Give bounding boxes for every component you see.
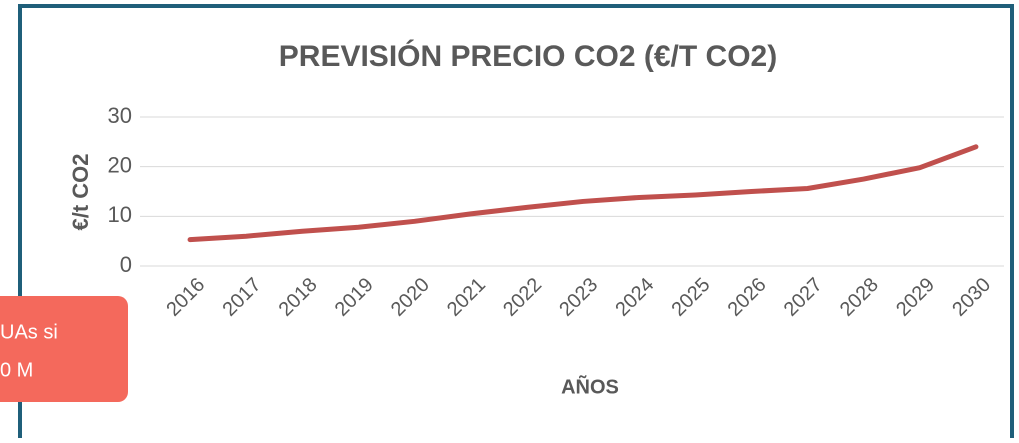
y-tick-label: 20: [108, 152, 132, 177]
x-tick-label: 2027: [780, 274, 827, 321]
y-tick-label: 30: [108, 103, 132, 128]
x-tick-label: 2029: [892, 274, 939, 321]
x-tick-label: 2021: [443, 274, 490, 321]
chart-title: PREVISIÓN PRECIO CO2 (€/T CO2): [279, 39, 777, 73]
y-tick-label: 10: [108, 202, 132, 227]
x-tick-label: 2018: [275, 274, 322, 321]
line: [187, 144, 979, 243]
x-tick-label: 2025: [668, 274, 715, 321]
x-tick-label: 2017: [218, 274, 265, 321]
y-axis-label: €/t CO2: [68, 153, 93, 230]
x-tick-label: 2030: [948, 274, 995, 321]
y-tick-label: 0: [120, 252, 132, 277]
x-tick-label: 2028: [836, 274, 883, 321]
x-tick-label: 2020: [387, 274, 434, 321]
x-axis-label: AÑOS: [561, 375, 619, 398]
x-tick-label: 2016: [162, 274, 209, 321]
frame: [18, 4, 1014, 443]
callout-text: UAs si: [0, 321, 58, 343]
x-tick-label: 2019: [331, 274, 378, 321]
x-tick-label: 2024: [611, 274, 658, 321]
x-tick-label: 2022: [499, 274, 546, 321]
x-tick-label: 2026: [724, 274, 771, 321]
callout-box: [0, 296, 128, 402]
x-tick-label: 2023: [555, 274, 602, 321]
callout-text: 0 M: [0, 359, 33, 381]
